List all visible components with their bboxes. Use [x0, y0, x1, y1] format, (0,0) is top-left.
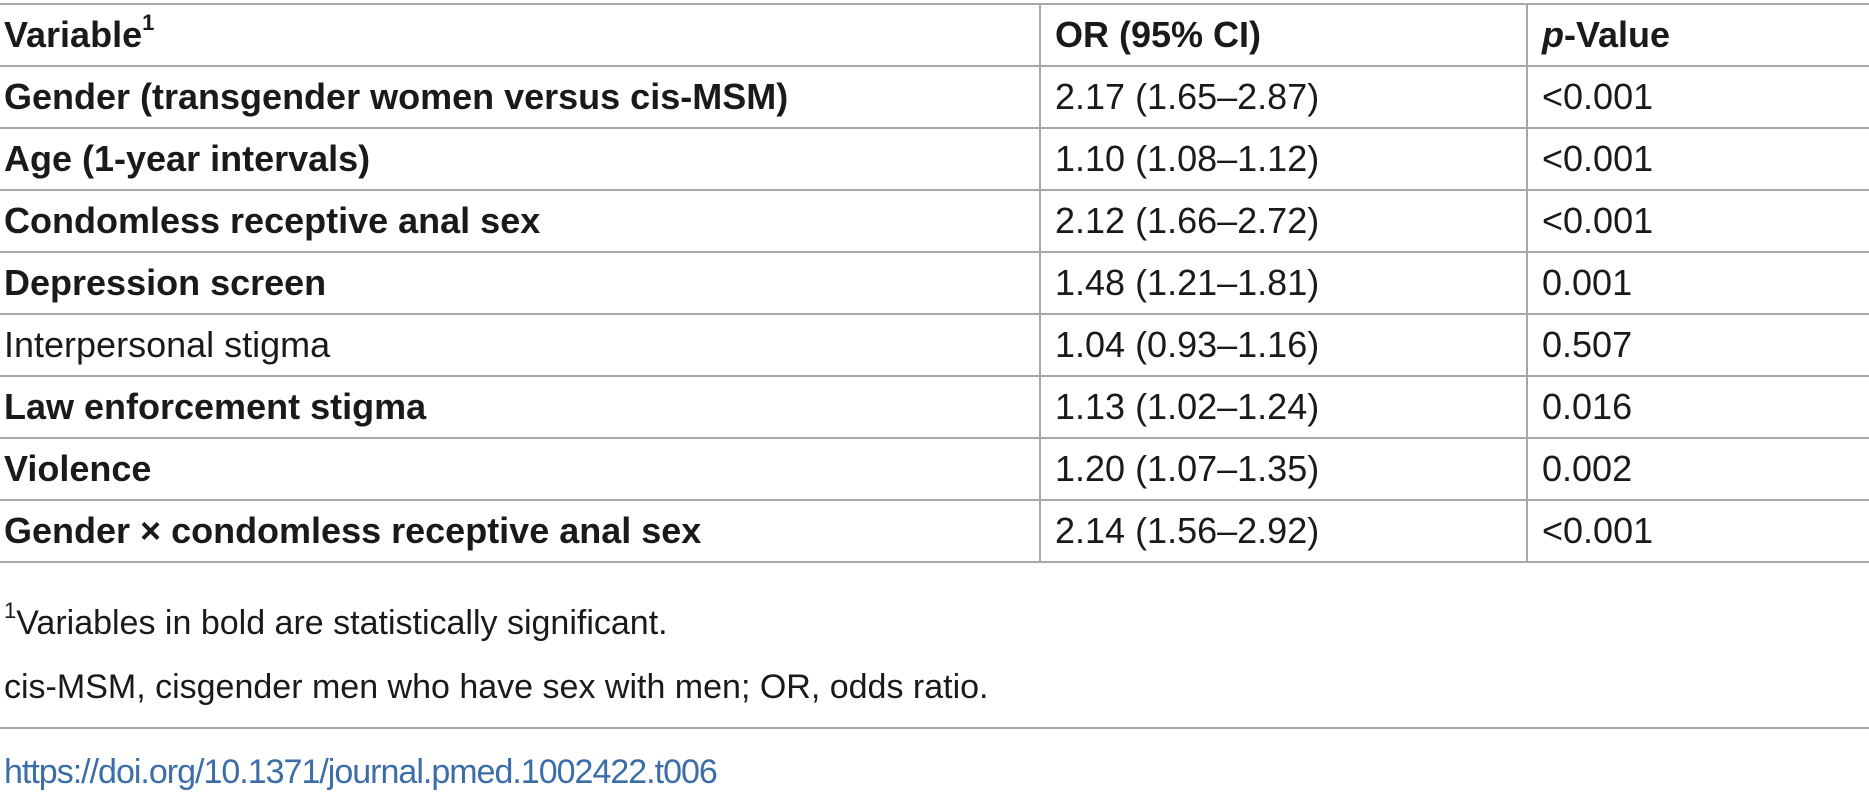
header-p-rest: -Value: [1564, 14, 1671, 55]
results-table: Variable1 OR (95% CI) p-Value Gender (tr…: [0, 3, 1869, 563]
table-row: Condomless receptive anal sex 2.12 (1.66…: [0, 189, 1869, 253]
table-row: Gender × condomless receptive anal sex 2…: [0, 499, 1869, 563]
table-row: Gender (transgender women versus cis-MSM…: [0, 65, 1869, 129]
row-p-value: <0.001: [1526, 127, 1869, 191]
doi-link[interactable]: https://doi.org/10.1371/journal.pmed.100…: [4, 753, 718, 791]
row-variable: Gender × condomless receptive anal sex: [0, 499, 1040, 563]
row-or: 2.14 (1.56–2.92): [1039, 499, 1527, 563]
row-variable: Law enforcement stigma: [0, 375, 1040, 439]
row-or: 1.48 (1.21–1.81): [1039, 251, 1527, 315]
row-or: 2.12 (1.66–2.72): [1039, 189, 1527, 253]
row-p-value: <0.001: [1526, 65, 1869, 129]
footnote-significance-text: Variables in bold are statistically sign…: [16, 604, 668, 642]
row-variable: Age (1-year intervals): [0, 127, 1040, 191]
row-p-value: 0.002: [1526, 437, 1869, 501]
header-p-value: p-Value: [1526, 3, 1869, 67]
footnote-mark: 1: [4, 597, 17, 623]
table-row: Law enforcement stigma 1.13 (1.02–1.24) …: [0, 375, 1869, 439]
row-variable: Depression screen: [0, 251, 1040, 315]
row-variable: Gender (transgender women versus cis-MSM…: [0, 65, 1040, 129]
table-row: Depression screen 1.48 (1.21–1.81) 0.001: [0, 251, 1869, 315]
row-p-value: 0.001: [1526, 251, 1869, 315]
header-variable-footnote-mark: 1: [142, 10, 155, 35]
table-header-row: Variable1 OR (95% CI) p-Value: [0, 3, 1869, 67]
row-variable: Condomless receptive anal sex: [0, 189, 1040, 253]
row-variable: Interpersonal stigma: [0, 313, 1040, 377]
row-or: 1.04 (0.93–1.16): [1039, 313, 1527, 377]
row-p-value: <0.001: [1526, 499, 1869, 563]
row-or: 1.10 (1.08–1.12): [1039, 127, 1527, 191]
table-row: Violence 1.20 (1.07–1.35) 0.002: [0, 437, 1869, 501]
row-or: 1.20 (1.07–1.35): [1039, 437, 1527, 501]
table-row: Interpersonal stigma 1.04 (0.93–1.16) 0.…: [0, 313, 1869, 377]
header-variable-label: Variable: [4, 14, 143, 55]
row-or: 2.17 (1.65–2.87): [1039, 65, 1527, 129]
row-or: 1.13 (1.02–1.24): [1039, 375, 1527, 439]
divider: [0, 727, 1869, 729]
row-p-value: 0.507: [1526, 313, 1869, 377]
footnote-abbreviations: cis-MSM, cisgender men who have sex with…: [4, 668, 989, 706]
header-variable: Variable1: [0, 3, 1040, 67]
row-p-value: 0.016: [1526, 375, 1869, 439]
row-variable: Violence: [0, 437, 1040, 501]
header-or: OR (95% CI): [1039, 3, 1527, 67]
footnote-significance: 1Variables in bold are statistically sig…: [4, 599, 668, 643]
table-row: Age (1-year intervals) 1.10 (1.08–1.12) …: [0, 127, 1869, 191]
header-p-italic: p: [1542, 14, 1564, 55]
row-p-value: <0.001: [1526, 189, 1869, 253]
